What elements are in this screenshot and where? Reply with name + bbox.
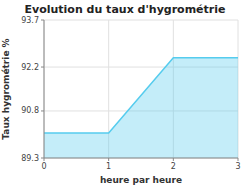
y-tick-label: 90.8: [21, 106, 39, 115]
chart: 89.3 90.8 92.2 93.7 0 1 2 3 Evolution du taux d'…: [0, 0, 250, 188]
x-tick-label: 0: [41, 162, 46, 171]
x-axis-label: heure par heure: [100, 175, 182, 185]
y-axis-line: [44, 20, 45, 158]
line: [44, 58, 238, 133]
x-tick: [108, 158, 109, 161]
y-tick-label: 92.2: [21, 63, 39, 72]
grid-line-y: [44, 158, 238, 159]
grid: [44, 20, 238, 158]
grid-line-y: [44, 20, 238, 21]
y-tick-label: 93.7: [21, 16, 39, 25]
x-axis-line: [44, 158, 238, 159]
y-tick-label: 89.3: [21, 154, 39, 163]
plot-area: [44, 58, 238, 158]
x-tick-label: 1: [106, 162, 111, 171]
x-tick-label: 2: [171, 162, 176, 171]
x-tick-label: 3: [235, 162, 240, 171]
y-tick: [41, 110, 44, 111]
y-tick: [41, 67, 44, 68]
title: Evolution du taux d'hygrométrie: [25, 3, 226, 16]
area: [44, 58, 238, 158]
grid-line-x: [44, 20, 45, 158]
x-tick: [44, 158, 45, 161]
x-tick: [238, 158, 239, 161]
chart-container: 89.3 90.8 92.2 93.7 0 1 2 3 Evolution du taux d'…: [0, 0, 250, 188]
y-tick: [41, 20, 44, 21]
axes: 89.3 90.8 92.2 93.7 0 1 2 3: [21, 16, 240, 172]
y-axis-label: Taux hygrométrie %: [1, 38, 11, 139]
x-tick: [173, 158, 174, 161]
